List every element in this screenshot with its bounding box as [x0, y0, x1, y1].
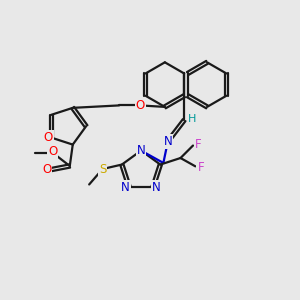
Text: O: O	[44, 131, 53, 144]
Text: H: H	[188, 114, 197, 124]
Text: F: F	[195, 138, 202, 151]
Text: O: O	[136, 99, 145, 112]
Text: N: N	[137, 144, 146, 157]
Text: N: N	[121, 181, 130, 194]
Text: S: S	[99, 163, 106, 176]
Text: N: N	[164, 135, 172, 148]
Text: N: N	[152, 181, 161, 194]
Text: F: F	[197, 161, 204, 174]
Text: O: O	[42, 163, 52, 176]
Text: O: O	[48, 145, 57, 158]
